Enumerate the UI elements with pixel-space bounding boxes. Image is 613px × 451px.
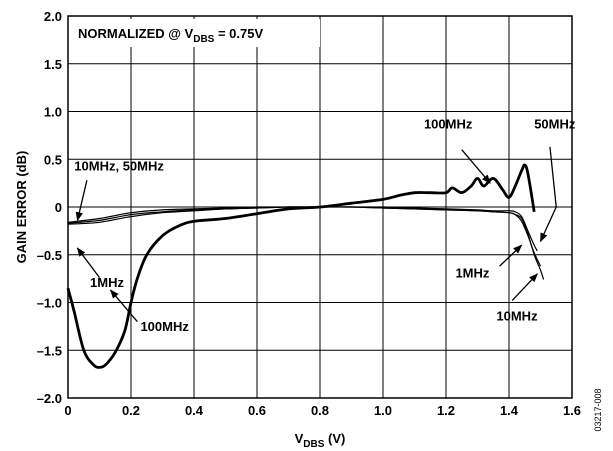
normalized-title: NORMALIZED @ VDBS = 0.75V <box>78 26 263 45</box>
annotation-arrow <box>461 149 491 184</box>
x-tick-label: 1.2 <box>437 403 455 418</box>
series-line-10mhz <box>67 206 545 280</box>
x-tick-label: 0.4 <box>185 403 204 418</box>
normalized-title-post: = 0.75V <box>214 26 263 41</box>
figure-id-label: 03217-008 <box>593 388 603 431</box>
normalized-title-sub: DBS <box>193 34 214 45</box>
annotation-label: 1MHz <box>455 266 489 281</box>
x-tick-label: 0 <box>64 403 71 418</box>
annotation-arrow <box>539 146 557 243</box>
annotation-label: 10MHz, 50MHz <box>74 159 164 174</box>
chart-annotations: 10MHz, 50MHz 1MHz 100MHz 100MHz 50MHz 1MHz 10M… <box>74 117 576 334</box>
y-tick-label: –2.0 <box>37 391 62 406</box>
x-axis-label-sub: DBS <box>303 439 324 450</box>
x-axis-label-unit: (V) <box>324 431 345 446</box>
x-tick-label: 1.6 <box>563 403 581 418</box>
annotation-arrow <box>499 244 523 267</box>
annotation-arrow <box>75 180 88 222</box>
y-tick-label: 1.5 <box>44 57 62 72</box>
x-tick-label: 1.0 <box>374 403 392 418</box>
annotation-label: 100MHz <box>424 117 473 132</box>
annotation-label: 50MHz <box>534 117 576 132</box>
series-line-50mhz <box>67 206 538 252</box>
annotation-label: 10MHz <box>496 309 538 324</box>
y-axis-label: GAIN ERROR (dB) <box>14 151 29 264</box>
annotation-arrow <box>511 273 538 302</box>
y-tick-label: –1.0 <box>37 296 62 311</box>
y-tick-label: 1.0 <box>44 105 62 120</box>
chart-series <box>66 163 545 369</box>
chart-ticks: 0 0.2 0.4 0.6 0.8 1.0 1.2 1.4 1.6 2.0 1.5 1.0 0.5 0 –0… <box>37 9 581 418</box>
annotation-label: 100MHz <box>140 319 189 334</box>
y-tick-label: 2.0 <box>44 9 62 24</box>
x-tick-label: 0.2 <box>122 403 140 418</box>
x-tick-label: 0.6 <box>248 403 266 418</box>
annotation-arrow <box>109 289 138 323</box>
plot-frame <box>67 15 573 399</box>
annotation-arrow <box>76 247 101 279</box>
series-line-100mhz <box>66 163 536 369</box>
x-axis-label-main: V <box>295 431 304 446</box>
y-tick-label: –1.5 <box>37 343 62 358</box>
normalized-title-pre: NORMALIZED @ V <box>78 26 194 41</box>
title-box-bg <box>70 19 320 47</box>
y-tick-label: 0 <box>55 200 62 215</box>
y-tick-label: 0.5 <box>44 152 62 167</box>
series-line-1mhz <box>67 206 542 267</box>
x-tick-label: 0.8 <box>311 403 329 418</box>
x-axis-label: VDBS (V) <box>295 431 346 450</box>
x-tick-label: 1.4 <box>500 403 519 418</box>
annotation-label: 1MHz <box>90 275 124 290</box>
y-tick-label: –0.5 <box>37 248 62 263</box>
